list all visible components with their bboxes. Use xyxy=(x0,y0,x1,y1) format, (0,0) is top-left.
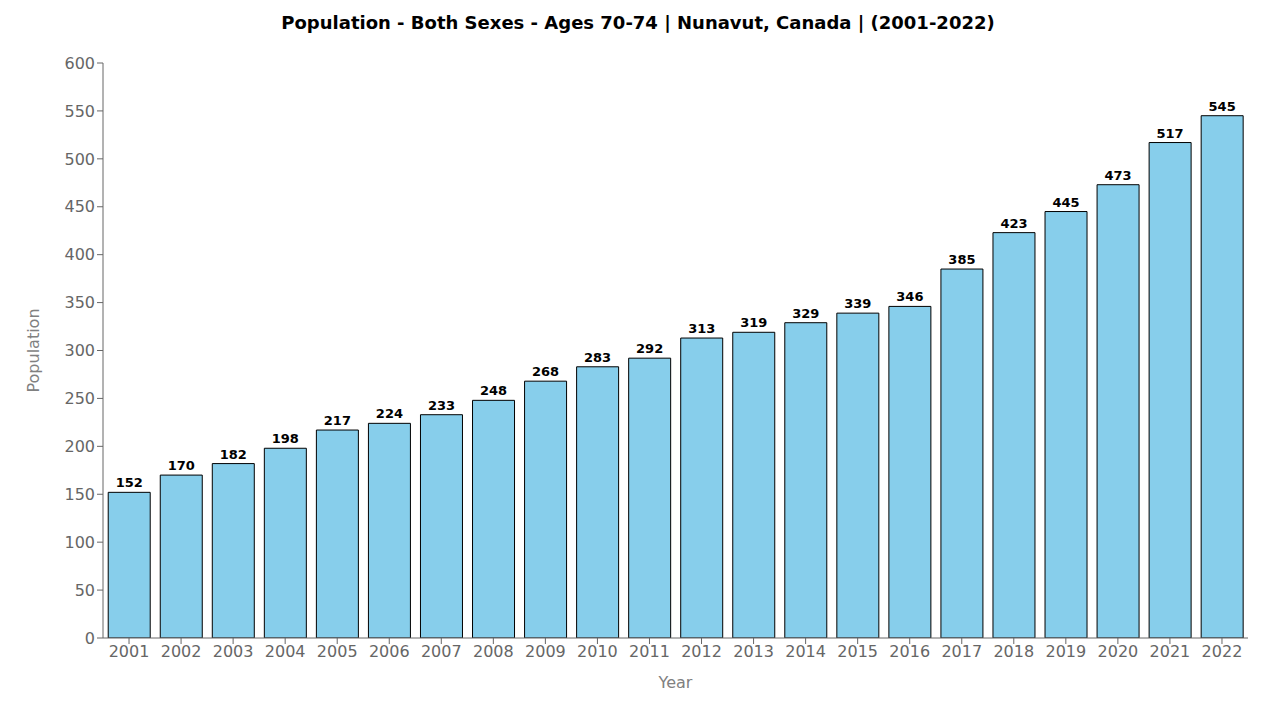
svg-text:283: 283 xyxy=(584,350,611,365)
svg-text:600: 600 xyxy=(64,54,95,73)
html-text:Population - Both Sexes - Ages: Population - Both Sexes - Ages 70-74 | N… xyxy=(281,12,995,33)
svg-text:50: 50 xyxy=(75,581,95,600)
svg-text:517: 517 xyxy=(1157,126,1184,141)
svg-text:292: 292 xyxy=(636,341,663,356)
svg-text:2001: 2001 xyxy=(109,642,150,661)
svg-text:346: 346 xyxy=(896,289,923,304)
svg-text:2006: 2006 xyxy=(369,642,410,661)
svg-text:2020: 2020 xyxy=(1098,642,1139,661)
svg-text:268: 268 xyxy=(532,364,559,379)
svg-text:350: 350 xyxy=(64,293,95,312)
svg-text:Population: Population xyxy=(24,308,43,392)
svg-text:450: 450 xyxy=(64,197,95,216)
svg-text:224: 224 xyxy=(376,406,403,421)
svg-text:2002: 2002 xyxy=(161,642,202,661)
svg-text:198: 198 xyxy=(272,431,299,446)
svg-text:0: 0 xyxy=(85,629,95,648)
svg-text:385: 385 xyxy=(948,252,975,267)
svg-text:445: 445 xyxy=(1052,195,1079,210)
svg-text:329: 329 xyxy=(792,306,819,321)
svg-text:2008: 2008 xyxy=(473,642,514,661)
svg-text:2009: 2009 xyxy=(525,642,566,661)
svg-text:Year: Year xyxy=(658,673,693,692)
svg-text:200: 200 xyxy=(64,437,95,456)
svg-text:2018: 2018 xyxy=(993,642,1034,661)
svg-text:2016: 2016 xyxy=(889,642,930,661)
svg-text:2005: 2005 xyxy=(317,642,358,661)
svg-text:473: 473 xyxy=(1104,168,1131,183)
svg-text:300: 300 xyxy=(64,341,95,360)
svg-text:339: 339 xyxy=(844,296,871,311)
svg-text:500: 500 xyxy=(64,150,95,169)
svg-text:2014: 2014 xyxy=(785,642,826,661)
svg-text:250: 250 xyxy=(64,389,95,408)
svg-text:233: 233 xyxy=(428,398,455,413)
svg-text:2022: 2022 xyxy=(1202,642,1243,661)
svg-text:100: 100 xyxy=(64,533,95,552)
svg-text:152: 152 xyxy=(116,475,143,490)
svg-text:319: 319 xyxy=(740,315,767,330)
svg-text:400: 400 xyxy=(64,245,95,264)
svg-text:217: 217 xyxy=(324,413,351,428)
svg-text:2004: 2004 xyxy=(265,642,306,661)
svg-text:423: 423 xyxy=(1000,216,1027,231)
svg-text:2013: 2013 xyxy=(733,642,774,661)
svg-text:2015: 2015 xyxy=(837,642,878,661)
svg-text:2021: 2021 xyxy=(1150,642,1191,661)
svg-text:2007: 2007 xyxy=(421,642,462,661)
svg-text:182: 182 xyxy=(220,447,247,462)
svg-text:2012: 2012 xyxy=(681,642,722,661)
svg-text:2019: 2019 xyxy=(1045,642,1086,661)
svg-text:170: 170 xyxy=(168,458,195,473)
svg-text:248: 248 xyxy=(480,383,507,398)
svg-text:313: 313 xyxy=(688,321,715,336)
svg-text:545: 545 xyxy=(1209,99,1236,114)
svg-text:2003: 2003 xyxy=(213,642,254,661)
svg-text:2010: 2010 xyxy=(577,642,618,661)
svg-text:150: 150 xyxy=(64,485,95,504)
svg-text:2017: 2017 xyxy=(941,642,982,661)
svg-text:2011: 2011 xyxy=(629,642,670,661)
svg-text:550: 550 xyxy=(64,102,95,121)
